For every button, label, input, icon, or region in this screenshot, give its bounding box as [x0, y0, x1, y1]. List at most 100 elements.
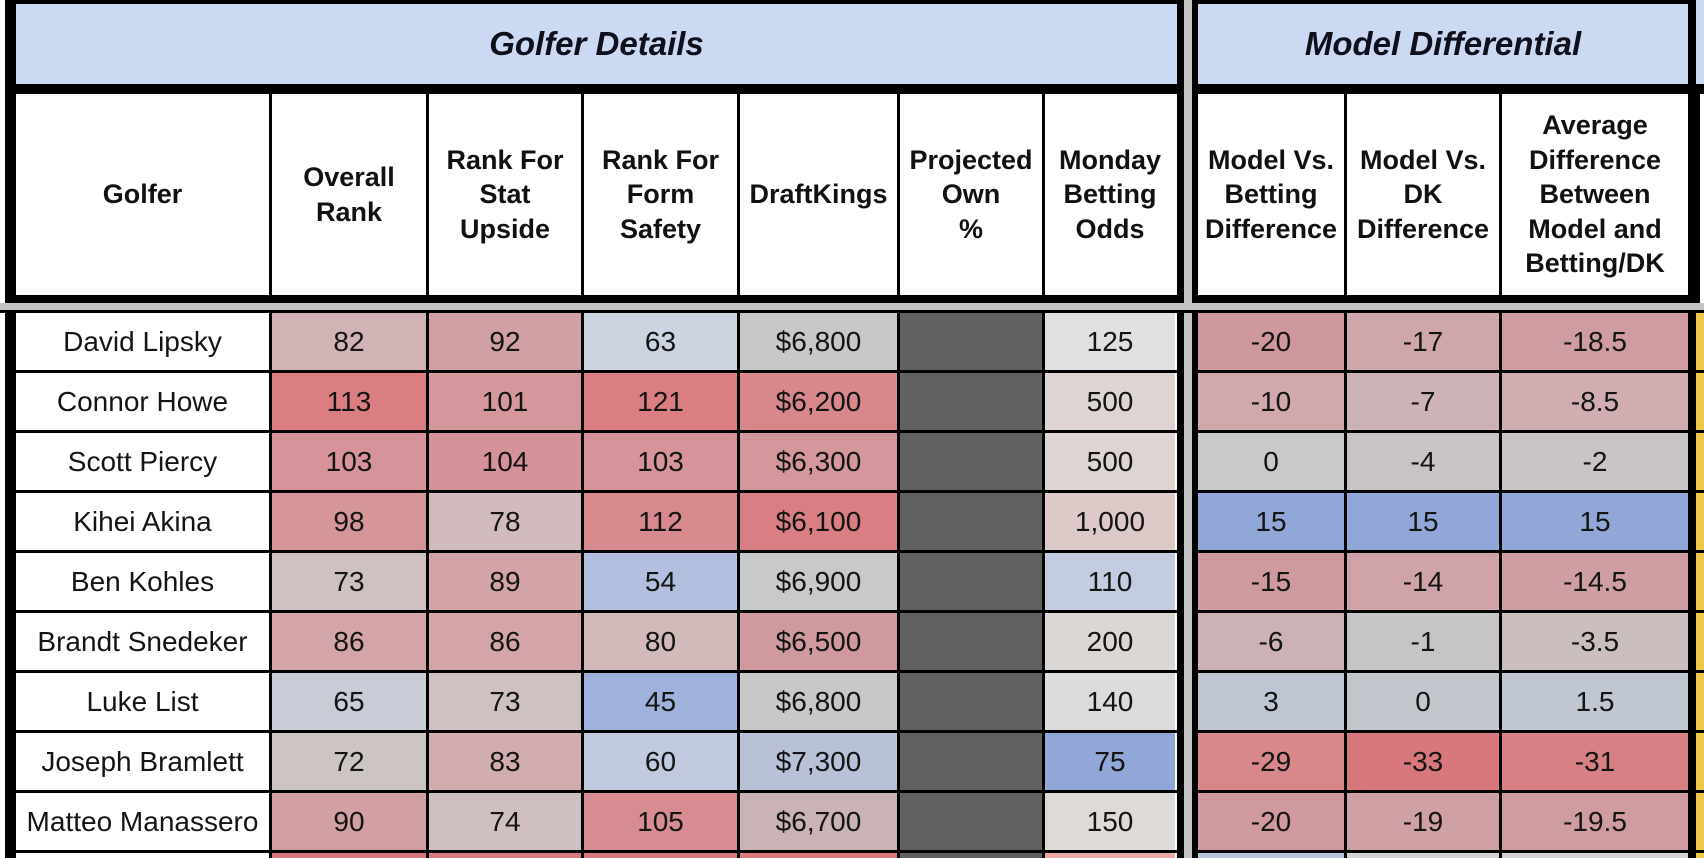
form-safety-rank-cell[interactable]	[584, 853, 740, 858]
model-vs-betting-cell[interactable]	[1198, 853, 1347, 858]
monday-betting-odds-cell[interactable]: 500	[1045, 433, 1175, 490]
model-vs-dk-cell[interactable]: -33	[1347, 733, 1502, 790]
monday-betting-odds-cell[interactable]: 140	[1045, 673, 1175, 730]
draftkings-salary-cell[interactable]: $6,800	[740, 313, 900, 370]
golfer-name-cell[interactable]: Joseph Bramlett	[16, 733, 272, 790]
golfer-name-cell[interactable]: David Lipsky	[16, 313, 272, 370]
overall-rank-cell[interactable]: 72	[272, 733, 429, 790]
overall-rank-cell[interactable]	[272, 853, 429, 858]
form-safety-rank-cell[interactable]: 105	[584, 793, 740, 850]
stat-upside-rank-cell[interactable]: 73	[429, 673, 584, 730]
stat-upside-rank-cell[interactable]: 104	[429, 433, 584, 490]
model-vs-betting-cell[interactable]: 3	[1198, 673, 1347, 730]
projected-own-cell[interactable]	[900, 373, 1045, 430]
form-safety-rank-cell[interactable]: 54	[584, 553, 740, 610]
model-vs-dk-cell[interactable]: -4	[1347, 433, 1502, 490]
form-safety-rank-cell[interactable]: 60	[584, 733, 740, 790]
average-difference-cell[interactable]: -2	[1502, 433, 1688, 490]
stat-upside-rank-cell[interactable]: 101	[429, 373, 584, 430]
projected-own-cell[interactable]	[900, 313, 1045, 370]
stat-upside-rank-cell[interactable]: 92	[429, 313, 584, 370]
monday-betting-odds-cell[interactable]: 200	[1045, 613, 1175, 670]
overall-rank-cell[interactable]: 103	[272, 433, 429, 490]
average-difference-cell[interactable]: 15	[1502, 493, 1688, 550]
monday-betting-odds-cell[interactable]: 110	[1045, 553, 1175, 610]
stat-upside-rank-cell[interactable]: 89	[429, 553, 584, 610]
golfer-name-cell[interactable]: Kihei Akina	[16, 493, 272, 550]
model-vs-betting-cell[interactable]: -20	[1198, 793, 1347, 850]
model-vs-betting-cell[interactable]: -20	[1198, 313, 1347, 370]
golfer-name-cell[interactable]: Brandt Snedeker	[16, 613, 272, 670]
model-vs-dk-cell[interactable]: -14	[1347, 553, 1502, 610]
draftkings-salary-cell[interactable]: $	[740, 853, 900, 858]
model-vs-betting-cell[interactable]: -6	[1198, 613, 1347, 670]
average-difference-cell[interactable]: -31	[1502, 733, 1688, 790]
monday-betting-odds-cell[interactable]	[1045, 853, 1175, 858]
stat-upside-rank-cell[interactable]: 83	[429, 733, 584, 790]
stat-upside-rank-cell[interactable]: 74	[429, 793, 584, 850]
model-vs-betting-cell[interactable]: -15	[1198, 553, 1347, 610]
monday-betting-odds-cell[interactable]: 150	[1045, 793, 1175, 850]
model-vs-betting-cell[interactable]: -29	[1198, 733, 1347, 790]
stat-upside-rank-cell[interactable]: 78	[429, 493, 584, 550]
golfer-name-cell[interactable]: Scott Piercy	[16, 433, 272, 490]
model-vs-dk-cell[interactable]: -1	[1347, 613, 1502, 670]
draftkings-salary-cell[interactable]: $6,200	[740, 373, 900, 430]
average-difference-cell[interactable]: 1.5	[1502, 673, 1688, 730]
draftkings-salary-cell[interactable]: $6,300	[740, 433, 900, 490]
model-vs-dk-cell[interactable]: -7	[1347, 373, 1502, 430]
monday-betting-odds-cell[interactable]: 125	[1045, 313, 1175, 370]
stat-upside-rank-cell[interactable]: 86	[429, 613, 584, 670]
monday-betting-odds-cell[interactable]: 75	[1045, 733, 1175, 790]
golfer-name-cell[interactable]: Luke List	[16, 673, 272, 730]
form-safety-rank-cell[interactable]: 121	[584, 373, 740, 430]
projected-own-cell[interactable]	[900, 793, 1045, 850]
monday-betting-odds-cell[interactable]: 500	[1045, 373, 1175, 430]
overall-rank-cell[interactable]: 73	[272, 553, 429, 610]
model-vs-dk-cell[interactable]: -17	[1347, 313, 1502, 370]
draftkings-salary-cell[interactable]: $6,500	[740, 613, 900, 670]
form-safety-rank-cell[interactable]: 45	[584, 673, 740, 730]
form-safety-rank-cell[interactable]: 103	[584, 433, 740, 490]
projected-own-cell[interactable]	[900, 853, 1045, 858]
projected-own-cell[interactable]	[900, 433, 1045, 490]
form-safety-rank-cell[interactable]: 80	[584, 613, 740, 670]
golfer-name-cell[interactable]: Connor Howe	[16, 373, 272, 430]
projected-own-cell[interactable]	[900, 733, 1045, 790]
model-vs-dk-cell[interactable]: -19	[1347, 793, 1502, 850]
model-vs-dk-cell[interactable]: 0	[1347, 673, 1502, 730]
average-difference-cell[interactable]	[1502, 853, 1688, 858]
draftkings-salary-cell[interactable]: $6,100	[740, 493, 900, 550]
projected-own-cell[interactable]	[900, 493, 1045, 550]
form-safety-rank-cell[interactable]: 63	[584, 313, 740, 370]
projected-own-cell[interactable]	[900, 553, 1045, 610]
draftkings-salary-cell[interactable]: $6,800	[740, 673, 900, 730]
golfer-name-cell[interactable]	[16, 853, 272, 858]
form-safety-rank-cell[interactable]: 112	[584, 493, 740, 550]
projected-own-cell[interactable]	[900, 613, 1045, 670]
model-vs-betting-cell[interactable]: -10	[1198, 373, 1347, 430]
average-difference-cell[interactable]: -3.5	[1502, 613, 1688, 670]
model-vs-betting-cell[interactable]: 0	[1198, 433, 1347, 490]
average-difference-cell[interactable]: -8.5	[1502, 373, 1688, 430]
overall-rank-cell[interactable]: 82	[272, 313, 429, 370]
draftkings-salary-cell[interactable]: $7,300	[740, 733, 900, 790]
model-vs-betting-cell[interactable]: 15	[1198, 493, 1347, 550]
monday-betting-odds-cell[interactable]: 1,000	[1045, 493, 1175, 550]
golfer-name-cell[interactable]: Matteo Manassero	[16, 793, 272, 850]
draftkings-salary-cell[interactable]: $6,900	[740, 553, 900, 610]
model-vs-dk-cell[interactable]	[1347, 853, 1502, 858]
draftkings-salary-cell[interactable]: $6,700	[740, 793, 900, 850]
golfer-name-cell[interactable]: Ben Kohles	[16, 553, 272, 610]
overall-rank-cell[interactable]: 65	[272, 673, 429, 730]
projected-own-cell[interactable]	[900, 673, 1045, 730]
stat-upside-rank-cell[interactable]	[429, 853, 584, 858]
overall-rank-cell[interactable]: 98	[272, 493, 429, 550]
overall-rank-cell[interactable]: 86	[272, 613, 429, 670]
model-vs-dk-cell[interactable]: 15	[1347, 493, 1502, 550]
overall-rank-cell[interactable]: 113	[272, 373, 429, 430]
average-difference-cell[interactable]: -14.5	[1502, 553, 1688, 610]
average-difference-cell[interactable]: -18.5	[1502, 313, 1688, 370]
overall-rank-cell[interactable]: 90	[272, 793, 429, 850]
average-difference-cell[interactable]: -19.5	[1502, 793, 1688, 850]
